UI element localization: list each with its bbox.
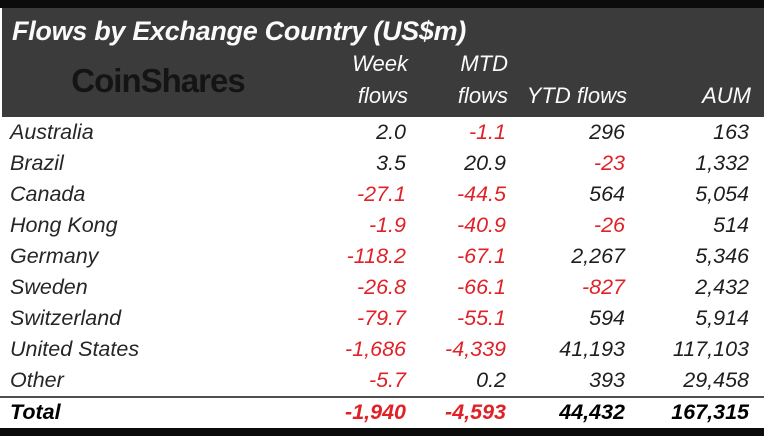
coinshares-logo-text: CoinShares [71, 61, 245, 99]
column-header-week-line2: flows [357, 83, 408, 108]
mtd-flows-value: 0.2 [476, 368, 506, 392]
column-header-mtd-flows: MTD flows [408, 50, 508, 111]
week-flows-value: -27.1 [356, 182, 406, 206]
mtd-flows-value: -40.9 [456, 213, 506, 237]
mtd-flows-value: -67.1 [456, 244, 506, 268]
column-header-ytd-flows: YTD flows [526, 83, 627, 108]
table-row-switzerland: Switzerland -79.7 -55.1 594 5,914 [0, 303, 764, 334]
country-label: Sweden [10, 275, 88, 299]
ytd-flows-value: 296 [589, 120, 625, 144]
table-title: Flows by Exchange Country (US$m) [12, 16, 466, 46]
total-aum-value: 167,315 [671, 399, 749, 424]
table-row-brazil: Brazil 3.5 20.9 -23 1,332 [0, 148, 764, 179]
total-week-flows-value: -1,940 [345, 399, 406, 424]
aum-value: 29,458 [683, 368, 749, 392]
week-flows-value: -5.7 [368, 368, 406, 392]
ytd-flows-value: -26 [593, 213, 625, 237]
ytd-flows-value: 393 [589, 368, 625, 392]
mtd-flows-value: -4,339 [445, 337, 506, 361]
aum-value: 514 [713, 213, 749, 237]
ytd-flows-value: -827 [581, 275, 625, 299]
aum-value: 5,914 [695, 306, 749, 330]
country-label: Australia [10, 120, 94, 144]
table-row-united-states: United States -1,686 -4,339 41,193 117,1… [0, 334, 764, 365]
column-header-week-line1: Week [352, 51, 408, 76]
ytd-flows-value: -23 [593, 151, 625, 175]
ytd-flows-value: 2,267 [571, 244, 625, 268]
aum-value: 5,346 [695, 244, 749, 268]
total-mtd-flows-value: -4,593 [445, 399, 506, 424]
week-flows-value: -118.2 [346, 244, 406, 268]
table-row-canada: Canada -27.1 -44.5 564 5,054 [0, 179, 764, 210]
table-row-other: Other -5.7 0.2 393 29,458 [0, 365, 764, 396]
column-header-week-flows: Week flows [300, 50, 408, 111]
week-flows-value: -26.8 [356, 275, 406, 299]
week-flows-value: -1,686 [345, 337, 406, 361]
mtd-flows-value: -1.1 [468, 120, 506, 144]
week-flows-value: 3.5 [376, 151, 406, 175]
top-border [0, 0, 764, 8]
country-label: Other [10, 368, 64, 392]
country-label: Switzerland [10, 306, 122, 330]
coinshares-logo: CoinShares [2, 50, 300, 111]
week-flows-value: -1.9 [368, 213, 406, 237]
column-header-aum: AUM [702, 83, 751, 108]
table-header: Flows by Exchange Country (US$m) CoinSha… [2, 8, 764, 117]
column-header-mtd-line1: MTD [460, 51, 508, 76]
mtd-flows-value: -66.1 [456, 275, 506, 299]
mtd-flows-value: -55.1 [456, 306, 506, 330]
aum-value: 1,332 [695, 151, 749, 175]
country-label: Canada [10, 182, 86, 206]
column-header-mtd-line2: flows [457, 83, 508, 108]
week-flows-value: 2.0 [376, 120, 406, 144]
table-row-australia: Australia 2.0 -1.1 296 163 [0, 117, 764, 148]
table-row-sweden: Sweden -26.8 -66.1 -827 2,432 [0, 272, 764, 303]
aum-value: 163 [713, 120, 749, 144]
week-flows-value: -79.7 [356, 306, 406, 330]
table-row-total: Total -1,940 -4,593 44,432 167,315 [0, 396, 764, 426]
aum-value: 5,054 [695, 182, 749, 206]
country-label: United States [10, 337, 140, 361]
table-row-germany: Germany -118.2 -67.1 2,267 5,346 [0, 241, 764, 272]
total-ytd-flows-value: 44,432 [559, 399, 625, 424]
mtd-flows-value: 20.9 [464, 151, 506, 175]
country-label: Hong Kong [10, 213, 118, 237]
column-header-row: CoinShares Week flows MTD flows YTD flow… [2, 50, 764, 111]
country-label: Brazil [10, 151, 64, 175]
table-body: Australia 2.0 -1.1 296 163 Brazil 3.5 20… [0, 117, 764, 396]
total-label: Total [10, 399, 61, 424]
table-row-hong-kong: Hong Kong -1.9 -40.9 -26 514 [0, 210, 764, 241]
ytd-flows-value: 41,193 [559, 337, 625, 361]
mtd-flows-value: -44.5 [456, 182, 506, 206]
ytd-flows-value: 594 [589, 306, 625, 330]
bottom-border [0, 428, 764, 436]
aum-value: 2,432 [695, 275, 749, 299]
ytd-flows-value: 564 [589, 182, 625, 206]
country-label: Germany [10, 244, 99, 268]
aum-value: 117,103 [672, 337, 749, 361]
total-section: Total -1,940 -4,593 44,432 167,315 [0, 396, 764, 426]
